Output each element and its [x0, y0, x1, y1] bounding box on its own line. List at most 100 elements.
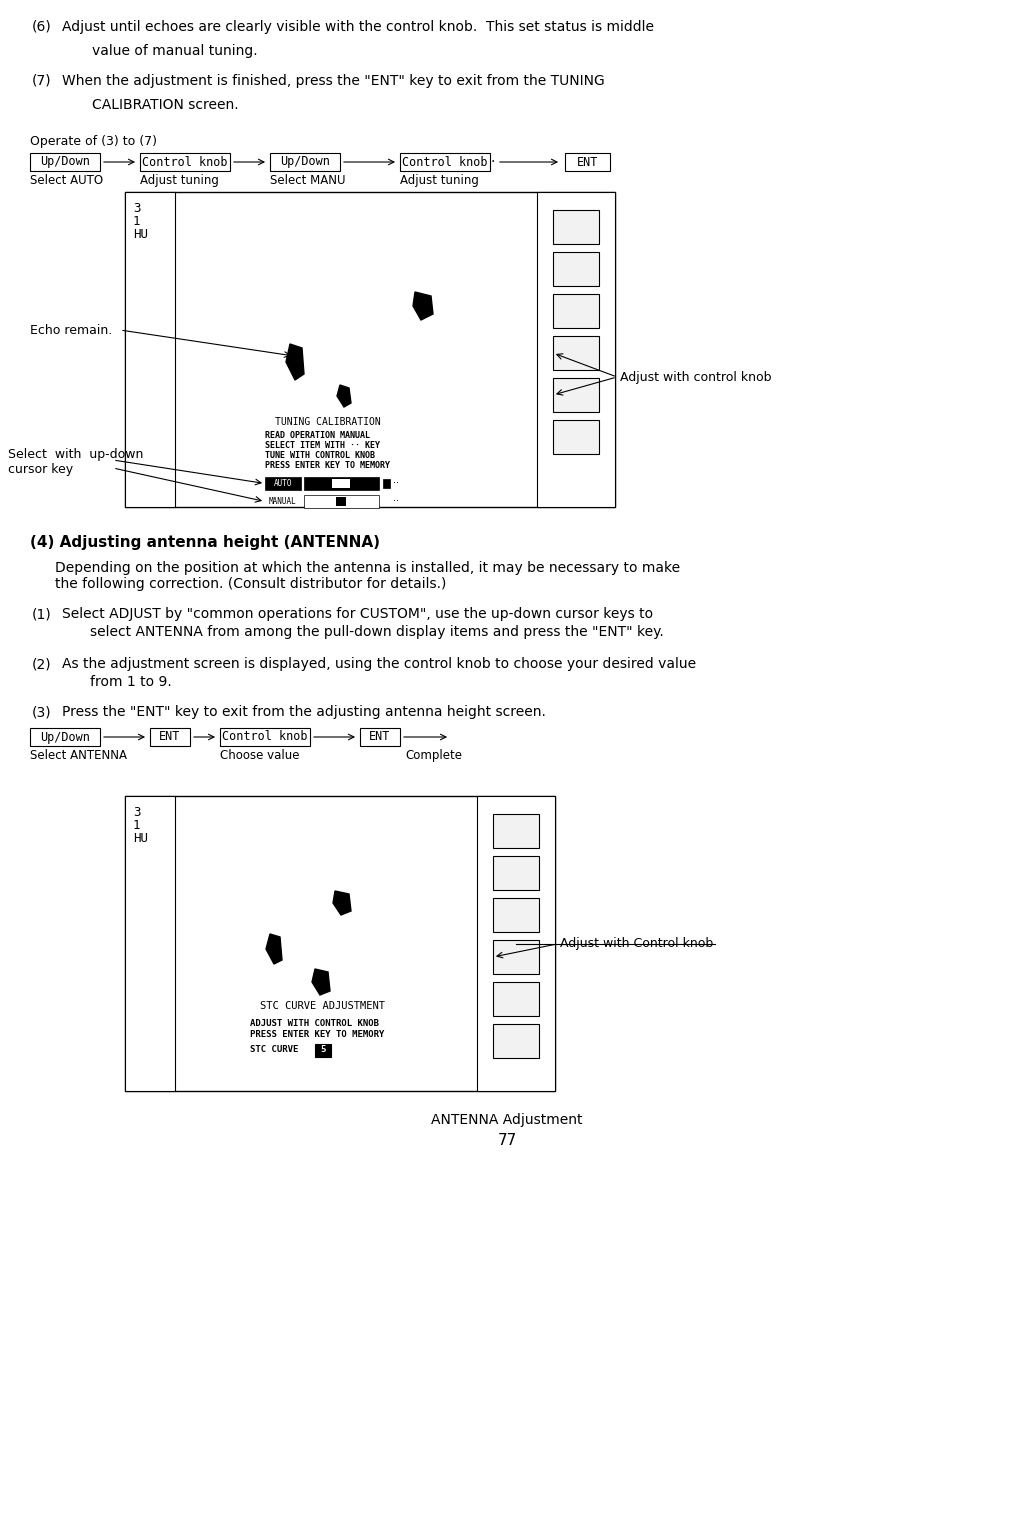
Text: the following correction. (Consult distributor for details.): the following correction. (Consult distr… — [55, 578, 447, 591]
Bar — [265, 477, 301, 490]
Text: Adjust until echoes are clearly visible with the control knob.  This set status : Adjust until echoes are clearly visible … — [62, 20, 654, 34]
Text: Select ADJUST by "common operations for CUSTOM", use the up-down cursor keys to: Select ADJUST by "common operations for … — [62, 607, 653, 621]
Bar — [553, 294, 599, 328]
Bar — [493, 815, 539, 849]
Bar — [553, 377, 599, 413]
Bar — [493, 898, 539, 932]
Bar — [332, 479, 350, 488]
Bar — [125, 796, 555, 1090]
Bar — [383, 479, 390, 488]
Bar — [336, 497, 346, 507]
Text: ··: ·· — [393, 496, 399, 507]
Bar — [220, 728, 310, 745]
Bar — [493, 983, 539, 1016]
Text: 77: 77 — [497, 1133, 517, 1147]
Text: Up/Down: Up/Down — [40, 730, 90, 744]
Text: 3: 3 — [133, 202, 140, 216]
Text: select ANTENNA from among the pull-down display items and press the "ENT" key.: select ANTENNA from among the pull-down … — [90, 625, 664, 639]
Text: 1: 1 — [133, 819, 140, 832]
Bar — [553, 253, 599, 286]
Bar — [553, 420, 599, 454]
Text: When the adjustment is finished, press the "ENT" key to exit from the TUNING: When the adjustment is finished, press t… — [62, 74, 605, 88]
Text: Select  with  up-down: Select with up-down — [8, 448, 143, 460]
Text: ··: ·· — [393, 479, 399, 488]
Text: (1): (1) — [32, 607, 52, 621]
Bar — [125, 192, 175, 507]
Text: Complete: Complete — [405, 748, 462, 762]
Text: Control knob: Control knob — [222, 730, 308, 744]
Polygon shape — [286, 343, 304, 380]
Text: (6): (6) — [32, 20, 52, 34]
Bar — [493, 939, 539, 973]
Text: from 1 to 9.: from 1 to 9. — [90, 675, 172, 688]
Bar — [315, 1044, 331, 1056]
Text: SELECT ITEM WITH ·· KEY: SELECT ITEM WITH ·· KEY — [265, 440, 380, 450]
Text: (7): (7) — [32, 74, 52, 88]
Polygon shape — [266, 933, 282, 964]
Text: Select ANTENNA: Select ANTENNA — [30, 748, 127, 762]
Text: cursor key: cursor key — [8, 464, 73, 476]
Bar — [125, 192, 615, 507]
Bar — [493, 1024, 539, 1058]
Text: ADJUST WITH CONTROL KNOB: ADJUST WITH CONTROL KNOB — [250, 1019, 379, 1029]
Text: TUNE WITH CONTROL KNOB: TUNE WITH CONTROL KNOB — [265, 451, 375, 460]
Bar — [553, 209, 599, 243]
Bar — [400, 152, 490, 171]
Text: ENT: ENT — [159, 730, 181, 744]
Bar — [125, 796, 175, 1090]
Bar — [30, 152, 100, 171]
Text: HU: HU — [133, 228, 148, 240]
Text: Adjust tuning: Adjust tuning — [140, 174, 219, 186]
Text: Adjust with Control knob: Adjust with Control knob — [560, 938, 714, 950]
Text: MANUAL: MANUAL — [269, 497, 296, 507]
Bar — [493, 856, 539, 890]
Text: ·: · — [491, 156, 495, 169]
Text: Select AUTO: Select AUTO — [30, 174, 104, 186]
Text: PRESS ENTER KEY TO MEMORY: PRESS ENTER KEY TO MEMORY — [265, 460, 390, 470]
Text: Up/Down: Up/Down — [40, 156, 90, 168]
Text: (2): (2) — [32, 658, 52, 671]
Text: As the adjustment screen is displayed, using the control knob to choose your des: As the adjustment screen is displayed, u… — [62, 658, 696, 671]
Text: Adjust with control knob: Adjust with control knob — [620, 371, 771, 383]
Text: Echo remain.: Echo remain. — [30, 323, 113, 337]
Text: Press the "ENT" key to exit from the adjusting antenna height screen.: Press the "ENT" key to exit from the adj… — [62, 705, 546, 719]
Text: 5: 5 — [321, 1046, 326, 1055]
Text: TUNING CALIBRATION: TUNING CALIBRATION — [275, 417, 381, 427]
Text: (3): (3) — [32, 705, 52, 719]
Text: AUTO: AUTO — [274, 479, 292, 488]
Text: value of manual tuning.: value of manual tuning. — [92, 45, 258, 59]
Text: STC CURVE ADJUSTMENT: STC CURVE ADJUSTMENT — [260, 1001, 385, 1010]
Text: (4) Adjusting antenna height (ANTENNA): (4) Adjusting antenna height (ANTENNA) — [30, 534, 380, 550]
Text: READ OPERATION MANUAL: READ OPERATION MANUAL — [265, 431, 370, 440]
Text: ANTENNA Adjustment: ANTENNA Adjustment — [431, 1113, 583, 1127]
Bar — [304, 477, 379, 490]
Text: CALIBRATION screen.: CALIBRATION screen. — [92, 99, 239, 112]
Polygon shape — [312, 969, 330, 995]
Bar — [537, 192, 615, 507]
Bar — [553, 336, 599, 370]
Text: HU: HU — [133, 832, 148, 845]
Text: Control knob: Control knob — [402, 156, 488, 168]
Text: Up/Down: Up/Down — [280, 156, 330, 168]
Text: 3: 3 — [133, 805, 140, 819]
Bar — [565, 152, 610, 171]
Polygon shape — [333, 892, 351, 915]
Text: Control knob: Control knob — [142, 156, 227, 168]
Polygon shape — [413, 293, 433, 320]
Bar — [304, 494, 379, 508]
Text: PRESS ENTER KEY TO MEMORY: PRESS ENTER KEY TO MEMORY — [250, 1030, 385, 1040]
Text: Adjust tuning: Adjust tuning — [400, 174, 479, 186]
Text: STC CURVE: STC CURVE — [250, 1046, 298, 1053]
Bar — [140, 152, 230, 171]
Text: ENT: ENT — [369, 730, 391, 744]
Text: Choose value: Choose value — [220, 748, 299, 762]
Bar — [270, 152, 340, 171]
Bar — [30, 728, 100, 745]
Bar — [360, 728, 400, 745]
Bar — [477, 796, 555, 1090]
Text: 1: 1 — [133, 216, 140, 228]
Bar — [150, 728, 190, 745]
Polygon shape — [337, 385, 351, 407]
Text: Depending on the position at which the antenna is installed, it may be necessary: Depending on the position at which the a… — [55, 561, 680, 574]
Text: Operate of (3) to (7): Operate of (3) to (7) — [30, 136, 157, 148]
